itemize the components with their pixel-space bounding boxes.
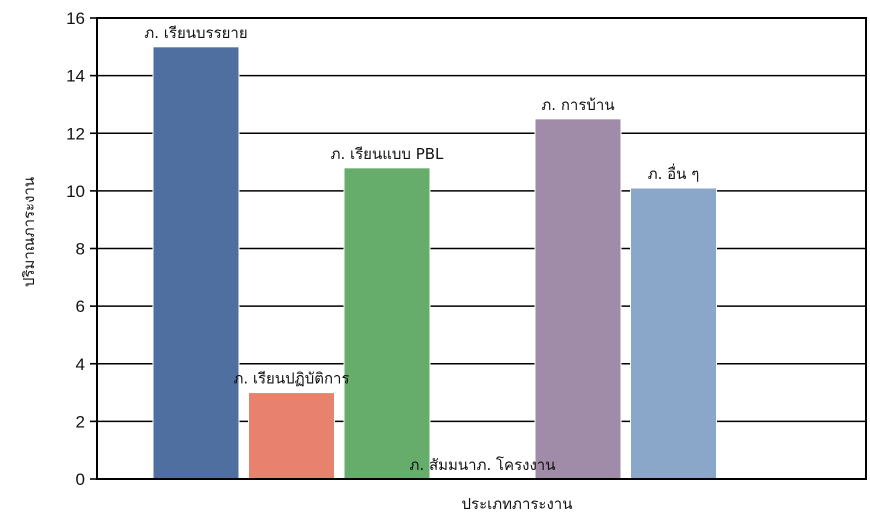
bar-label: ภ. เรียนบรรยาย <box>144 24 247 42</box>
y-tick-label: 6 <box>76 297 85 316</box>
y-tick-label: 12 <box>66 124 85 143</box>
bar <box>152 46 240 480</box>
y-axis-title: ปริมาณภาระงาน <box>20 177 38 287</box>
bars <box>152 46 717 480</box>
bar-label: ภ. เรียนแบบ PBL <box>331 145 444 163</box>
y-tick-label: 4 <box>76 355 85 374</box>
y-tick-label: 8 <box>76 240 85 259</box>
plot-border <box>96 17 867 480</box>
bar-label: ภ. การบ้าน <box>541 96 614 114</box>
bar <box>343 167 431 480</box>
bar-label: ภ. เรียนปฏิบัติการ <box>233 370 349 388</box>
plot-frame <box>96 17 867 480</box>
bar-label: ภ. สัมมนาภ. โครงงาน <box>410 456 556 474</box>
bar <box>630 187 717 480</box>
y-tick-label: 0 <box>76 470 85 489</box>
y-tick-label: 2 <box>76 412 85 431</box>
x-axis-title: ประเภทภาระงาน <box>462 495 573 513</box>
bar <box>248 392 335 480</box>
bar <box>534 118 622 480</box>
y-tick-label: 16 <box>66 9 85 28</box>
y-tick-labels: 0 2 4 6 8 10 12 14 16 <box>66 9 85 489</box>
bar-label: ภ. อื่น ๆ <box>648 163 700 183</box>
y-tick-label: 14 <box>66 67 85 86</box>
y-tick-label: 10 <box>66 182 85 201</box>
